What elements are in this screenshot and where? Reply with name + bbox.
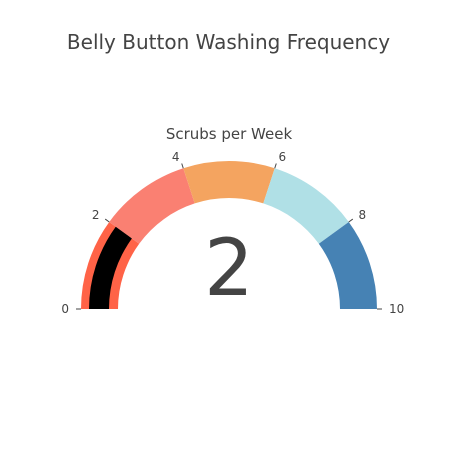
gauge-step-1 — [109, 168, 195, 244]
gauge-tick-label-4: 8 — [358, 208, 366, 222]
gauge-tick-mark-3 — [274, 163, 277, 169]
gauge-tick-label-3: 6 — [278, 150, 286, 164]
gauge-value-bar — [89, 226, 132, 309]
gauge-step-4 — [318, 222, 377, 309]
gauge-tick-label-0: 0 — [61, 302, 69, 316]
gauge-value: 2 — [204, 224, 254, 314]
gauge-tick-label-2: 4 — [172, 150, 180, 164]
gauge-subtitle: Scrubs per Week — [166, 125, 293, 143]
gauge-step-2 — [183, 161, 275, 204]
gauge-step-3 — [263, 168, 349, 244]
gauge-bar-layer — [89, 226, 132, 309]
chart-title: Belly Button Washing Frequency — [66, 30, 391, 54]
gauge-tick-label-1: 2 — [92, 208, 100, 222]
gauge-tick-label-5: 10 — [389, 302, 404, 316]
gauge-ticks: 0 2 4 6 8 10 — [61, 150, 404, 316]
gauge-tick-mark-4 — [348, 218, 354, 223]
gauge-tick-mark-1 — [104, 218, 110, 223]
gauge-tick-mark-2 — [181, 163, 184, 169]
